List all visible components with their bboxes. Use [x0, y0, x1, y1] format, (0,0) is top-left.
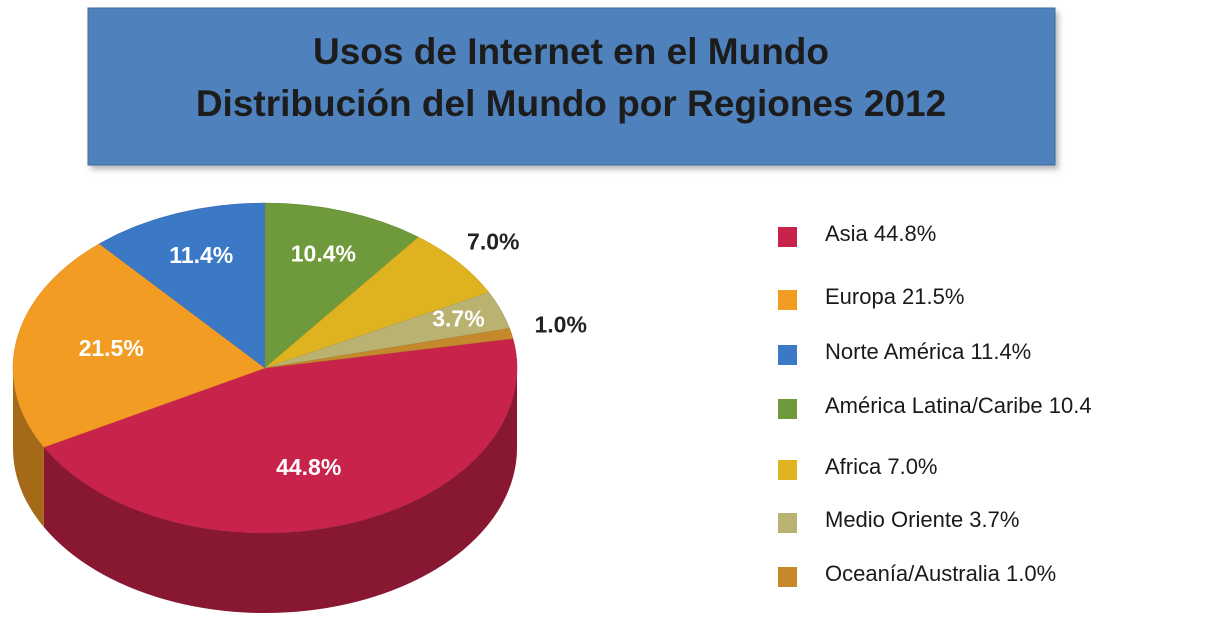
- slice: [264, 236, 490, 369]
- legend-label: Europa 21.5%: [825, 284, 964, 309]
- slice: [264, 328, 514, 369]
- legend-label: América Latina/Caribe 10.4: [825, 393, 1092, 418]
- legend-label: Africa 7.0%: [825, 454, 938, 479]
- legend-swatch: [778, 345, 797, 365]
- data-label: 1.0%: [534, 312, 586, 338]
- slice: [12, 243, 266, 448]
- legend: Asia 44.8% Europa 21.5% Norte América 11.4…: [778, 221, 1092, 587]
- data-label: 3.7%: [432, 306, 484, 332]
- chart-title: Usos de Internet en el Mundo: [313, 31, 829, 72]
- legend-label: Asia 44.8%: [825, 221, 936, 246]
- legend-swatch: [778, 227, 797, 247]
- data-label: 44.8%: [276, 454, 341, 480]
- slice: [264, 202, 419, 369]
- legend-swatch: [778, 567, 797, 587]
- slice: [98, 202, 266, 369]
- data-label: 11.4%: [169, 242, 233, 268]
- legend-swatch: [778, 290, 797, 310]
- legend-label: Medio Oriente 3.7%: [825, 507, 1019, 532]
- legend-swatch: [778, 513, 797, 533]
- title-box: [87, 7, 1056, 166]
- pie: 44.8% 21.5% 11.4% 10.4% 7.0% 3.7% 1.0%: [12, 202, 587, 614]
- legend-swatch: [778, 460, 797, 480]
- data-label: 10.4%: [291, 241, 356, 267]
- data-label: 21.5%: [79, 335, 144, 361]
- legend-label: Norte América 11.4%: [825, 339, 1031, 364]
- slice: [43, 338, 518, 534]
- chart-title: Distribución del Mundo por Regiones 2012: [196, 83, 946, 124]
- data-label: 7.0%: [467, 228, 519, 254]
- slice-side: [13, 368, 44, 528]
- slice-side: [43, 368, 518, 614]
- legend-swatch: [778, 399, 797, 419]
- legend-label: Oceanía/Australia 1.0%: [825, 561, 1056, 586]
